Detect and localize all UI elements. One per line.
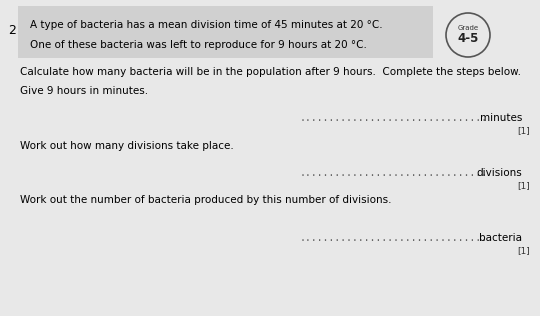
Text: Work out how many divisions take place.: Work out how many divisions take place. (20, 141, 234, 151)
Text: Calculate how many bacteria will be in the population after 9 hours.  Complete t: Calculate how many bacteria will be in t… (20, 67, 521, 77)
Text: bacteria: bacteria (479, 233, 522, 243)
Text: [1]: [1] (517, 181, 530, 191)
Text: ................................: ................................ (300, 168, 488, 178)
Text: ................................: ................................ (300, 113, 488, 123)
Text: minutes: minutes (480, 113, 522, 123)
Text: divisions: divisions (476, 168, 522, 178)
Text: [1]: [1] (517, 246, 530, 256)
Text: Give 9 hours in minutes.: Give 9 hours in minutes. (20, 86, 148, 96)
FancyBboxPatch shape (18, 6, 433, 58)
Text: Grade: Grade (457, 25, 478, 31)
Circle shape (446, 13, 490, 57)
Text: Work out the number of bacteria produced by this number of divisions.: Work out the number of bacteria produced… (20, 195, 392, 205)
Text: 4-5: 4-5 (457, 33, 478, 46)
Text: 2: 2 (8, 23, 16, 37)
Text: A type of bacteria has a mean division time of 45 minutes at 20 °C.: A type of bacteria has a mean division t… (30, 20, 383, 30)
Text: One of these bacteria was left to reproduce for 9 hours at 20 °C.: One of these bacteria was left to reprod… (30, 40, 367, 50)
Text: [1]: [1] (517, 126, 530, 136)
Text: ................................: ................................ (300, 233, 488, 243)
